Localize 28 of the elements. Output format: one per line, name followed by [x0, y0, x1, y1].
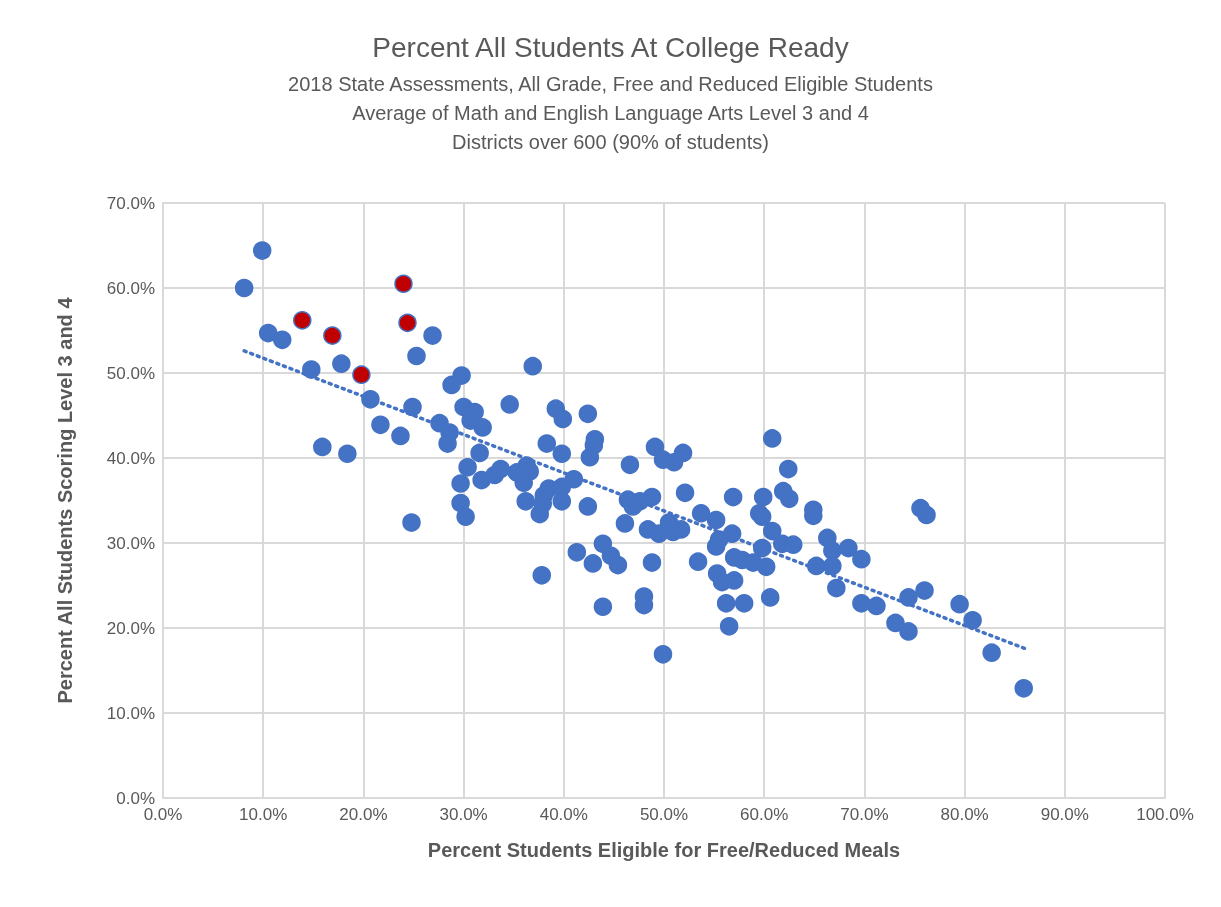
y-tick-label: 70.0%: [106, 193, 155, 213]
x-tick-label: 60.0%: [740, 805, 789, 824]
chart-title: Percent All Students At College Ready: [372, 31, 849, 63]
x-axis-title: Percent Students Eligible for Free/Reduced Meals: [427, 839, 901, 861]
x-tick-label: 50.0%: [639, 805, 689, 824]
x-tick-label: 0.0%: [143, 805, 183, 824]
x-tick-label: 70.0%: [840, 805, 889, 824]
x-tick-label: 80.0%: [940, 805, 989, 824]
x-tick-label: 40.0%: [539, 805, 588, 824]
y-tick-label: 10.0%: [106, 703, 155, 723]
y-tick-label: 20.0%: [106, 618, 155, 638]
x-tick-label: 100.0%: [1136, 805, 1194, 824]
point: [398, 313, 417, 333]
y-tick-label: 0.0%: [116, 788, 155, 808]
y-tick-label: 40.0%: [106, 448, 155, 468]
x-tick-label: 10.0%: [239, 805, 288, 824]
y-tick-label: 30.0%: [106, 533, 155, 553]
y-tick-label: 50.0%: [106, 363, 155, 383]
point: [323, 326, 342, 345]
x-tick-label: 20.0%: [339, 805, 388, 824]
y-tick-label: 60.0%: [106, 278, 155, 298]
x-tick-label: 90.0%: [1040, 805, 1089, 824]
point: [293, 311, 312, 330]
point: [394, 274, 413, 293]
y-axis-title: Percent All Students Scoring Level 3 and 4: [54, 296, 76, 704]
chart-subtitle: 2018 State Assessments, All Grade, Free and Reduced Eligible Students Average of Math and English Language Arts Level 3 and 4 Districts over 600 (90% of students): [288, 72, 933, 153]
x-tick-label: 30.0%: [439, 805, 488, 824]
point: [352, 365, 371, 384]
